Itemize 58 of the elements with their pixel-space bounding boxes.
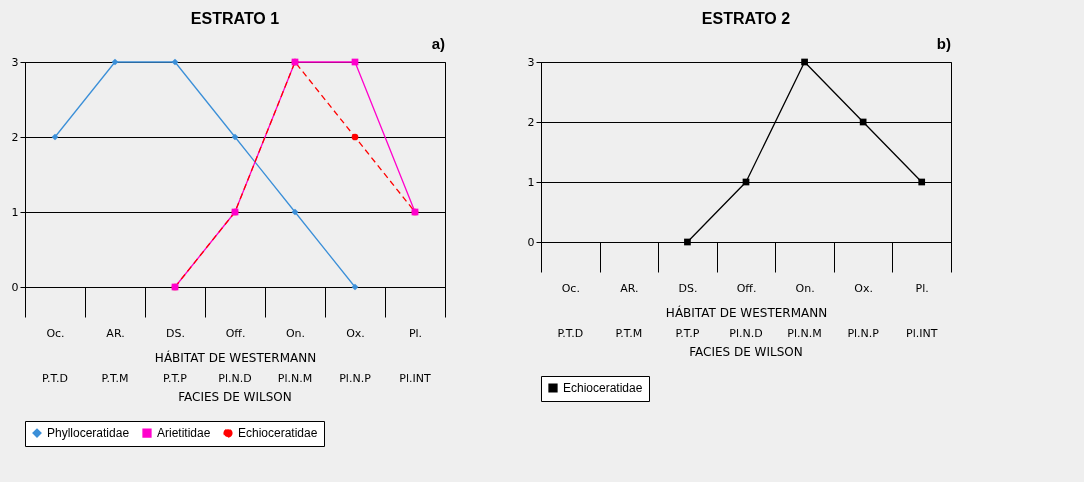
point [231, 133, 239, 141]
text: FACIES DE WILSON [178, 390, 292, 404]
x-axis-title: HÁBITAT DE WESTERMANN [665, 304, 828, 320]
x-tick-label: Pl. [915, 281, 929, 295]
x-tick-label: Off. [225, 326, 246, 340]
y-tick-label: 3 [527, 55, 535, 69]
x-tick-label: Oc. [561, 281, 580, 295]
text: Pl.INT [399, 372, 431, 385]
x-tick-label: Ox. [854, 281, 873, 295]
text: b) [936, 35, 951, 52]
x-tick-label: DS. [166, 326, 185, 340]
x-tick-label: Pl. [408, 326, 423, 340]
text: P.T.D [557, 327, 584, 340]
point [351, 283, 359, 291]
point [111, 58, 119, 66]
x-tick-label: On. [795, 281, 815, 295]
point [351, 133, 359, 141]
x-tick-label: Ox. [346, 326, 365, 340]
x-tick-label: AR. [106, 326, 125, 340]
chart-title: ESTRATO 1 [190, 10, 280, 27]
text: P.T.M [615, 327, 643, 340]
y-tick-label: 0 [11, 280, 19, 294]
text: Pl.N.D [729, 327, 763, 340]
text: Pl.N.M [787, 327, 822, 340]
x-tick-label: On. [285, 326, 306, 340]
legend-label: Echioceratidae [563, 381, 643, 395]
text: Pl.N.D [218, 372, 252, 385]
y-tick-label: 3 [11, 55, 19, 69]
text: a) [431, 35, 445, 52]
text: Pl.INT [906, 327, 938, 340]
text: P.T.P [163, 372, 188, 385]
x-tick-label: AR. [620, 281, 639, 295]
y-tick-label: 0 [527, 235, 535, 249]
y-tick-label: 2 [11, 130, 19, 144]
legend-label: Arietitidae [157, 426, 211, 441]
text: P.T.M [101, 372, 129, 385]
x-axis-title: HÁBITAT DE WESTERMANN [154, 349, 317, 365]
x-tick-label: Off. [736, 281, 757, 295]
text: Pl.N.P [847, 327, 880, 340]
chart-title: ESTRATO 2 [701, 10, 791, 27]
legend-label: Phylloceratidae [47, 426, 130, 441]
point [171, 58, 179, 66]
text: P.T.P [675, 327, 700, 340]
point [291, 208, 299, 216]
text: Pl.N.M [277, 372, 313, 385]
point [801, 58, 808, 66]
text: P.T.D [42, 372, 68, 385]
x-tick-label: Oc. [46, 326, 65, 340]
text: FACIES DE WILSON [689, 345, 803, 359]
point [918, 178, 926, 186]
legend-label: Echioceratidae [238, 426, 318, 441]
text: Pl.N.P [339, 372, 372, 385]
y-tick-label: 1 [527, 175, 535, 189]
point [51, 133, 59, 141]
y-tick-label: 2 [527, 115, 535, 129]
y-tick-label: 1 [11, 205, 19, 219]
x-tick-label: DS. [678, 281, 698, 295]
point [684, 238, 691, 246]
